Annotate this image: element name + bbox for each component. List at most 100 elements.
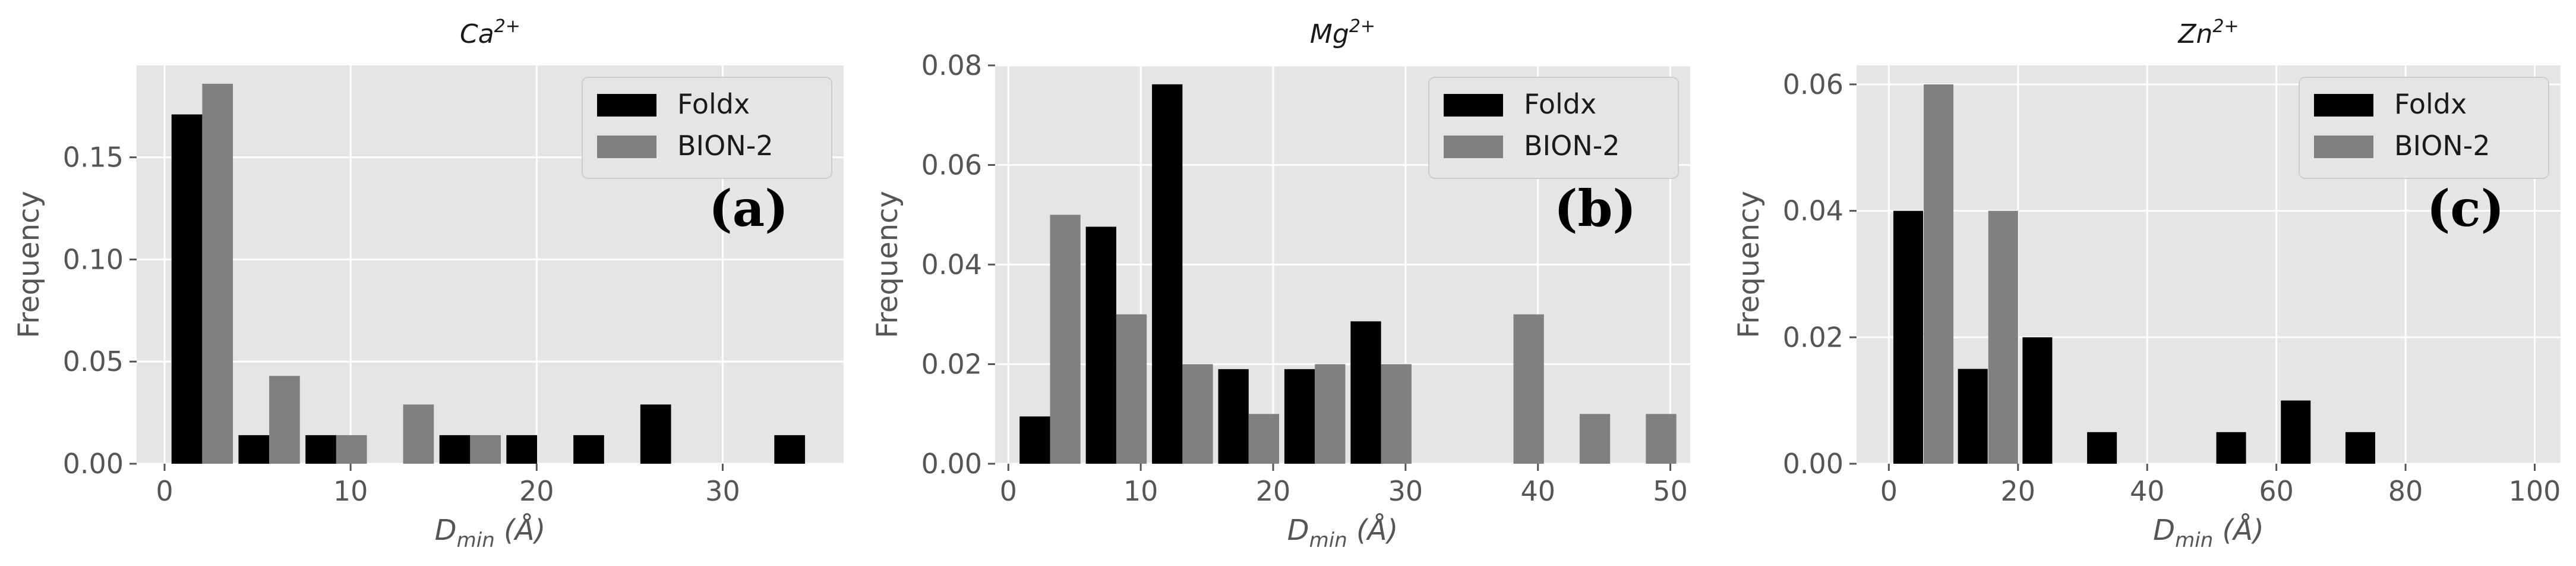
y-tick-label: 0.06 [921, 149, 982, 181]
y-tick-label: 0.10 [63, 243, 124, 275]
bar [305, 435, 336, 464]
legend-label: Foldx [1524, 88, 1596, 120]
bar [470, 435, 501, 464]
x-tick-label: 30 [705, 475, 740, 507]
series-foldx [1893, 210, 2375, 464]
bar [1315, 364, 1346, 464]
legend-swatch [597, 94, 656, 117]
x-tick-label: 40 [1520, 475, 1555, 507]
y-axis-label: Frequency [1732, 191, 1766, 338]
bar [1116, 314, 1147, 464]
legend-label: BION-2 [1524, 130, 1620, 162]
y-tick-label: 0.02 [921, 348, 982, 381]
legend-swatch [1444, 136, 1503, 158]
y-tick-label: 0.02 [1783, 321, 1843, 353]
x-axis-label: Dmin (Å) [435, 513, 546, 552]
bar [2281, 400, 2311, 464]
bar [1152, 84, 1183, 464]
bar [1513, 314, 1544, 464]
bar [1284, 369, 1315, 464]
bar [1182, 364, 1213, 464]
bar [1218, 369, 1249, 464]
panel-title: Zn2+ [2177, 16, 2239, 49]
legend-swatch [2314, 136, 2373, 158]
y-axis-label: Frequency [12, 191, 46, 338]
x-tick-label: 60 [2259, 475, 2294, 507]
bar [2216, 432, 2246, 464]
legend-label: BION-2 [2394, 130, 2490, 162]
bar [2087, 432, 2117, 464]
y-tick-label: 0.00 [63, 448, 124, 480]
panel-1: 0 10 20 30 0.00 0.05 0.10 0.15 Ca2+ Dmin (Å) Frequ… [12, 16, 844, 552]
x-tick-label: 20 [2001, 475, 2036, 507]
panel-3: 0 20 40 60 80 100 0.00 0.02 0.04 0.06 Zn2+ Dmin (Å)… [1732, 16, 2561, 552]
bar [1924, 84, 1954, 464]
bar [1579, 414, 1611, 464]
legend: Foldx BION-2 [2299, 77, 2549, 179]
bar [1350, 321, 1381, 464]
bar [1893, 210, 1923, 464]
x-tick-label: 0 [1880, 475, 1898, 507]
series-bion-2 [1050, 215, 1677, 464]
bar [506, 435, 538, 464]
y-tick-label: 0.15 [63, 142, 124, 174]
legend: Foldx BION-2 [1428, 77, 1679, 179]
bar [1958, 369, 1988, 464]
x-tick-label: 30 [1388, 475, 1423, 507]
series-foldx [171, 114, 806, 464]
x-tick-label: 10 [1123, 475, 1158, 507]
panel-title: Ca2+ [460, 16, 520, 49]
bar [573, 435, 604, 464]
y-tick-label: 0.08 [921, 49, 982, 81]
bar [1248, 414, 1280, 464]
legend-swatch [1444, 94, 1503, 117]
x-tick-label: 0 [1000, 475, 1017, 507]
series-bion-2 [1924, 84, 2018, 464]
x-tick-label: 100 [2509, 475, 2561, 507]
y-tick-label: 0.06 [1783, 68, 1843, 100]
bar [2345, 432, 2375, 464]
x-tick-label: 0 [156, 475, 173, 507]
x-tick-label: 10 [333, 475, 368, 507]
x-tick-label: 50 [1653, 475, 1688, 507]
bar [774, 435, 806, 464]
x-tick-label: 20 [519, 475, 554, 507]
bar [238, 435, 270, 464]
bar [202, 83, 233, 464]
bar [1988, 210, 2018, 464]
bar [171, 114, 203, 464]
bar [336, 435, 367, 464]
bar [269, 376, 300, 464]
bar [1019, 416, 1050, 464]
x-tick-label: 80 [2388, 475, 2423, 507]
bar [640, 404, 671, 464]
y-tick-label: 0.00 [921, 448, 982, 480]
bar [403, 404, 434, 464]
legend-label: Foldx [677, 88, 750, 120]
x-tick-label: 40 [2130, 475, 2165, 507]
y-tick-label: 0.00 [1783, 448, 1843, 480]
y-tick-label: 0.05 [63, 345, 124, 378]
series-bion-2 [202, 83, 501, 464]
y-tick-label: 0.04 [1783, 195, 1843, 227]
x-axis-label: Dmin (Å) [2153, 513, 2264, 552]
legend: Foldx BION-2 [582, 77, 832, 179]
panel-label: (c) [2427, 179, 2505, 238]
series-foldx [1019, 84, 1381, 464]
x-axis-label: Dmin (Å) [1287, 513, 1399, 552]
panel-label: (b) [1554, 179, 1636, 238]
legend-label: BION-2 [677, 130, 774, 162]
legend-swatch [2314, 94, 2373, 117]
bar [2022, 337, 2053, 464]
legend-swatch [597, 136, 656, 158]
bar [1381, 364, 1412, 464]
panel-title: Mg2+ [1310, 16, 1375, 49]
x-tick-label: 20 [1256, 475, 1291, 507]
legend-label: Foldx [2394, 88, 2467, 120]
y-tick-label: 0.04 [921, 249, 982, 281]
bar [1646, 414, 1677, 464]
panel-label: (a) [709, 179, 788, 238]
bar [1085, 227, 1116, 464]
y-axis-label: Frequency [871, 191, 904, 338]
